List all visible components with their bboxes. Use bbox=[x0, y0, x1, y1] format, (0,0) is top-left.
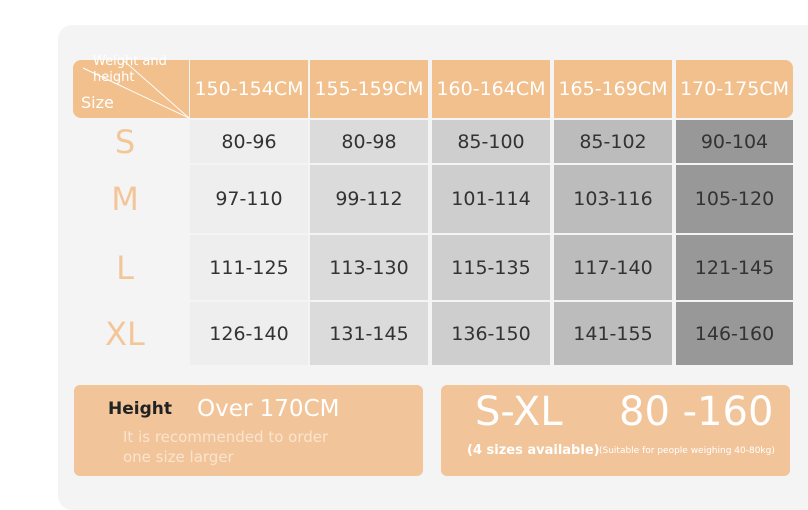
table-cell: 80-96 bbox=[190, 120, 308, 163]
table-cell: 101-114 bbox=[432, 165, 550, 233]
diagonal bbox=[82, 60, 189, 118]
weight-range: 80 -160 bbox=[619, 389, 774, 435]
height-note: one size larger bbox=[123, 448, 234, 466]
corner-top: Weight and bbox=[93, 54, 167, 69]
size-label: S bbox=[114, 122, 136, 161]
table-cell: 131-145 bbox=[310, 302, 428, 365]
column-header: 165-169CM bbox=[554, 60, 672, 118]
note-right: S-XL (4 sizes available) 80 -160 (Suitable … bbox=[441, 385, 790, 476]
table-cell: 117-140 bbox=[554, 235, 672, 300]
column-header: 170-175CM bbox=[676, 60, 793, 118]
height-label: Height bbox=[108, 399, 172, 419]
corner-cell: Weight and height Size bbox=[73, 54, 189, 118]
note-left: Height Over 170CM It is recommended to ord… bbox=[74, 385, 423, 476]
table-cell: 113-130 bbox=[310, 235, 428, 300]
size-range-note: (4 sizes available) bbox=[467, 443, 600, 458]
table-cell: 126-140 bbox=[190, 302, 308, 365]
table-cell: 103-116 bbox=[554, 165, 672, 233]
table-cell: 80-98 bbox=[310, 120, 428, 163]
table-cell: 121-145 bbox=[676, 235, 793, 300]
size-label: XL bbox=[105, 314, 145, 353]
table-cell: 90-104 bbox=[676, 120, 793, 163]
height-note: It is recommended to order bbox=[123, 428, 329, 446]
table-cell: 115-135 bbox=[432, 235, 550, 300]
weight-note: (Suitable for people weighing 40-80kg) bbox=[599, 446, 775, 456]
size-label: L bbox=[116, 248, 134, 287]
height-value: Over 170CM bbox=[197, 396, 340, 422]
size-label: M bbox=[111, 180, 139, 218]
corner-bottom: Size bbox=[81, 93, 114, 112]
table-cell: 141-155 bbox=[554, 302, 672, 365]
column-header: 155-159CM bbox=[310, 60, 428, 118]
table-cell: 146-160 bbox=[676, 302, 793, 365]
table-cell: 97-110 bbox=[190, 165, 308, 233]
table-cell: 105-120 bbox=[676, 165, 793, 233]
column-header: 150-154CM bbox=[190, 60, 308, 118]
corner-top: height bbox=[93, 70, 135, 85]
table-cell: 85-100 bbox=[432, 120, 550, 163]
table-cell: 111-125 bbox=[190, 235, 308, 300]
table-cell: 136-150 bbox=[432, 302, 550, 365]
table-cell: 85-102 bbox=[554, 120, 672, 163]
column-header: 160-164CM bbox=[432, 60, 550, 118]
table-cell: 99-112 bbox=[310, 165, 428, 233]
size-range: S-XL bbox=[475, 389, 563, 435]
